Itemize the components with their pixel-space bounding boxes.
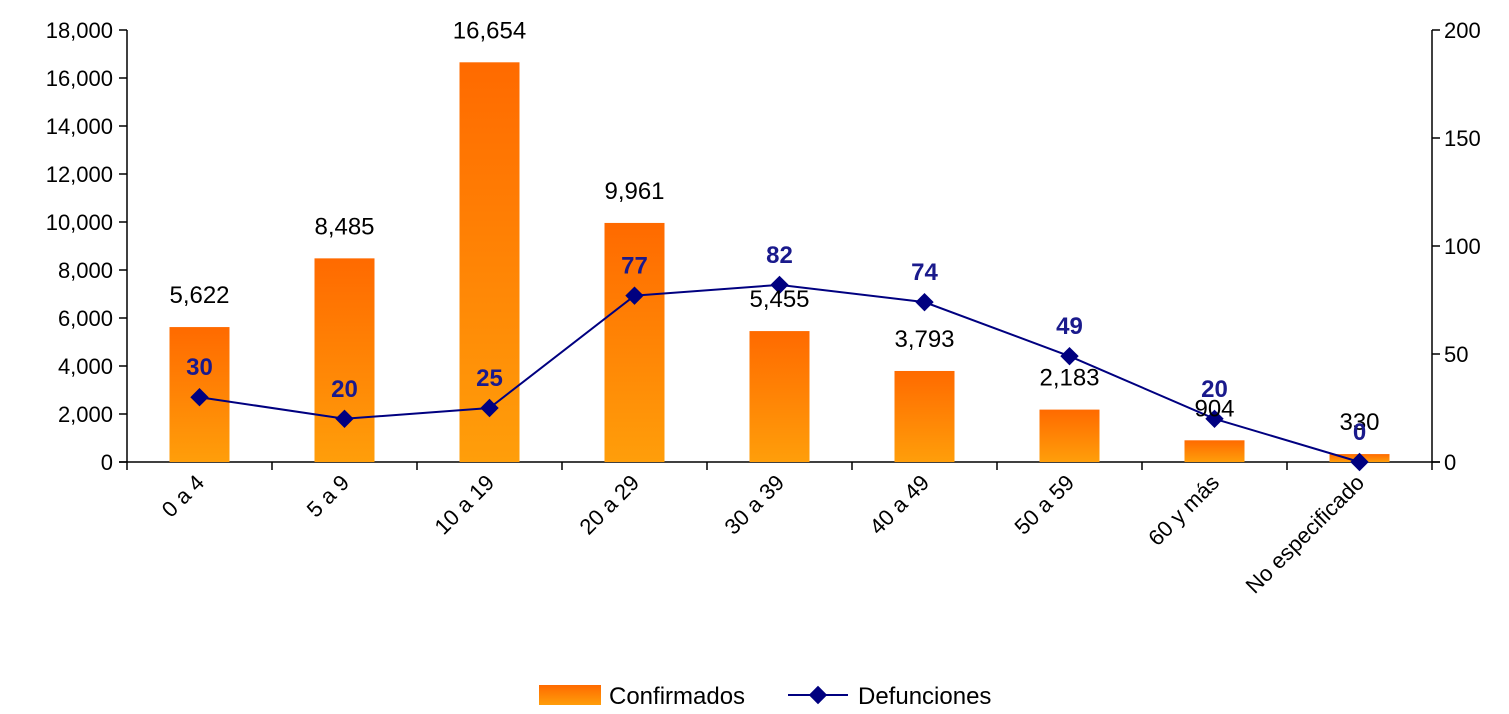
x-tick-label: 50 a 59	[1009, 470, 1079, 540]
x-tick-label: 30 a 39	[719, 470, 789, 540]
bar-label-confirmados: 904	[1194, 395, 1234, 422]
point-label-defunciones: 77	[621, 253, 648, 280]
y-right-tick-label: 100	[1444, 234, 1481, 259]
point-defunciones	[1350, 452, 1369, 472]
legend: Confirmados Defunciones	[539, 683, 991, 710]
legend-label-confirmados: Confirmados	[609, 683, 745, 710]
y-left-tick-label: 16,000	[46, 66, 113, 91]
point-label-defunciones: 20	[331, 376, 358, 403]
y-right-tick-label: 0	[1444, 450, 1456, 475]
point-defunciones	[1060, 346, 1079, 366]
bar-confirmados	[749, 331, 810, 462]
bar-confirmados	[894, 370, 955, 462]
bar-label-confirmados: 3,793	[894, 326, 954, 353]
point-defunciones	[625, 286, 644, 305]
x-tick-label: 5 a 9	[302, 470, 354, 522]
bar-confirmados	[1039, 409, 1100, 462]
y-left-tick-label: 4,000	[58, 354, 113, 379]
line-layer	[190, 275, 1369, 472]
labels: 5,622 8,485 16,654 9,961 5,455 3,793 2,183 904 3…	[169, 17, 1379, 446]
y-left-tick-label: 8,000	[58, 258, 113, 283]
y-right-tick-label: 50	[1444, 342, 1468, 367]
legend-label-defunciones: Defunciones	[858, 683, 991, 710]
point-label-defunciones: 25	[476, 365, 503, 392]
y-right-tick-label: 200	[1444, 18, 1481, 43]
bar-label-confirmados: 9,961	[604, 178, 664, 205]
y-left-tick-label: 0	[101, 450, 113, 475]
bar-label-confirmados: 5,455	[749, 286, 809, 313]
point-label-defunciones: 30	[186, 354, 213, 381]
point-defunciones	[335, 409, 354, 428]
x-tick-label: 10 a 19	[429, 470, 499, 540]
point-label-defunciones: 74	[911, 259, 938, 286]
y-left-tick-label: 2,000	[58, 402, 113, 427]
bar-label-confirmados: 16,654	[453, 17, 526, 44]
point-defunciones	[770, 275, 789, 295]
bar-label-confirmados: 330	[1339, 409, 1379, 436]
point-label-defunciones: 0	[1353, 419, 1366, 446]
bar-label-confirmados: 2,183	[1039, 365, 1099, 392]
y-left-tick-label: 6,000	[58, 306, 113, 331]
point-label-defunciones: 82	[766, 242, 793, 269]
bar-label-confirmados: 5,622	[169, 282, 229, 309]
bar-confirmados	[604, 222, 665, 462]
x-tick-label: 20 a 29	[574, 470, 644, 540]
point-label-defunciones: 49	[1056, 313, 1083, 340]
x-tick-label: No especificado	[1241, 470, 1369, 598]
bar-confirmados	[1184, 440, 1245, 462]
x-tick-label: 40 a 49	[864, 470, 934, 540]
y-left-tick-label: 14,000	[46, 114, 113, 139]
point-defunciones	[480, 398, 499, 418]
legend-swatch-confirmados	[539, 685, 601, 705]
point-defunciones	[915, 292, 934, 312]
point-defunciones	[190, 388, 209, 407]
x-tick-label: 0 a 4	[157, 470, 209, 522]
bar-confirmados	[459, 62, 520, 462]
legend-marker-defunciones	[808, 685, 828, 705]
point-label-defunciones: 20	[1201, 376, 1228, 403]
y-left-tick-label: 12,000	[46, 162, 113, 187]
y-right-tick-label: 150	[1444, 126, 1481, 151]
y-left-tick-label: 10,000	[46, 210, 113, 235]
point-defunciones	[1205, 409, 1224, 428]
bars	[169, 62, 1390, 462]
bar-confirmados	[314, 258, 375, 462]
y-left-tick-label: 18,000	[46, 18, 113, 43]
bar-label-confirmados: 8,485	[314, 213, 374, 240]
x-tick-label: 60 y más	[1143, 470, 1224, 551]
